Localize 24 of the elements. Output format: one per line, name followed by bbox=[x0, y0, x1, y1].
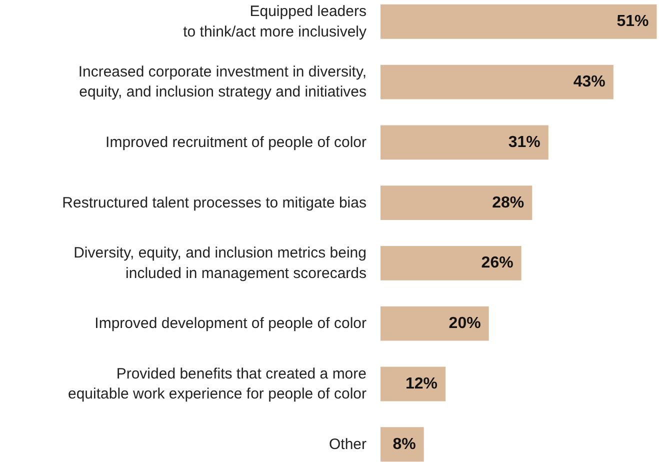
bar bbox=[380, 427, 424, 462]
y-tick-label: Provided benefits that created a more equitable work experience for people of color bbox=[68, 365, 367, 403]
y-tick-label: Equipped leaders to think/act more inclusively bbox=[183, 2, 367, 40]
bar bbox=[380, 186, 532, 220]
y-tick-label: Increased corporate investment in diversity, equity, and inclusion strategy and initiatives bbox=[78, 63, 367, 101]
data-label: 26% bbox=[481, 254, 514, 272]
y-tick-label: Improved development of people of color bbox=[94, 315, 367, 332]
bar bbox=[380, 366, 446, 402]
data-label: 31% bbox=[508, 134, 540, 151]
data-label: 12% bbox=[405, 375, 438, 392]
y-tick-label: Improved recruitment of people of color bbox=[106, 134, 367, 151]
bar bbox=[380, 4, 657, 39]
bar bbox=[380, 246, 522, 280]
bar bbox=[380, 125, 548, 160]
y-tick-label: Other bbox=[328, 436, 367, 453]
data-label: 28% bbox=[492, 194, 524, 212]
data-label: 8% bbox=[392, 436, 416, 453]
y-tick-label: Diversity, equity, and inclusion metrics being included in management scorecards bbox=[74, 244, 367, 282]
bar bbox=[380, 64, 614, 100]
data-label: 20% bbox=[448, 315, 481, 332]
y-tick-label: Restructured talent processes to mitigate bias bbox=[62, 194, 367, 212]
data-label: 51% bbox=[616, 13, 649, 30]
data-label: 43% bbox=[573, 74, 606, 91]
bar bbox=[380, 306, 489, 341]
